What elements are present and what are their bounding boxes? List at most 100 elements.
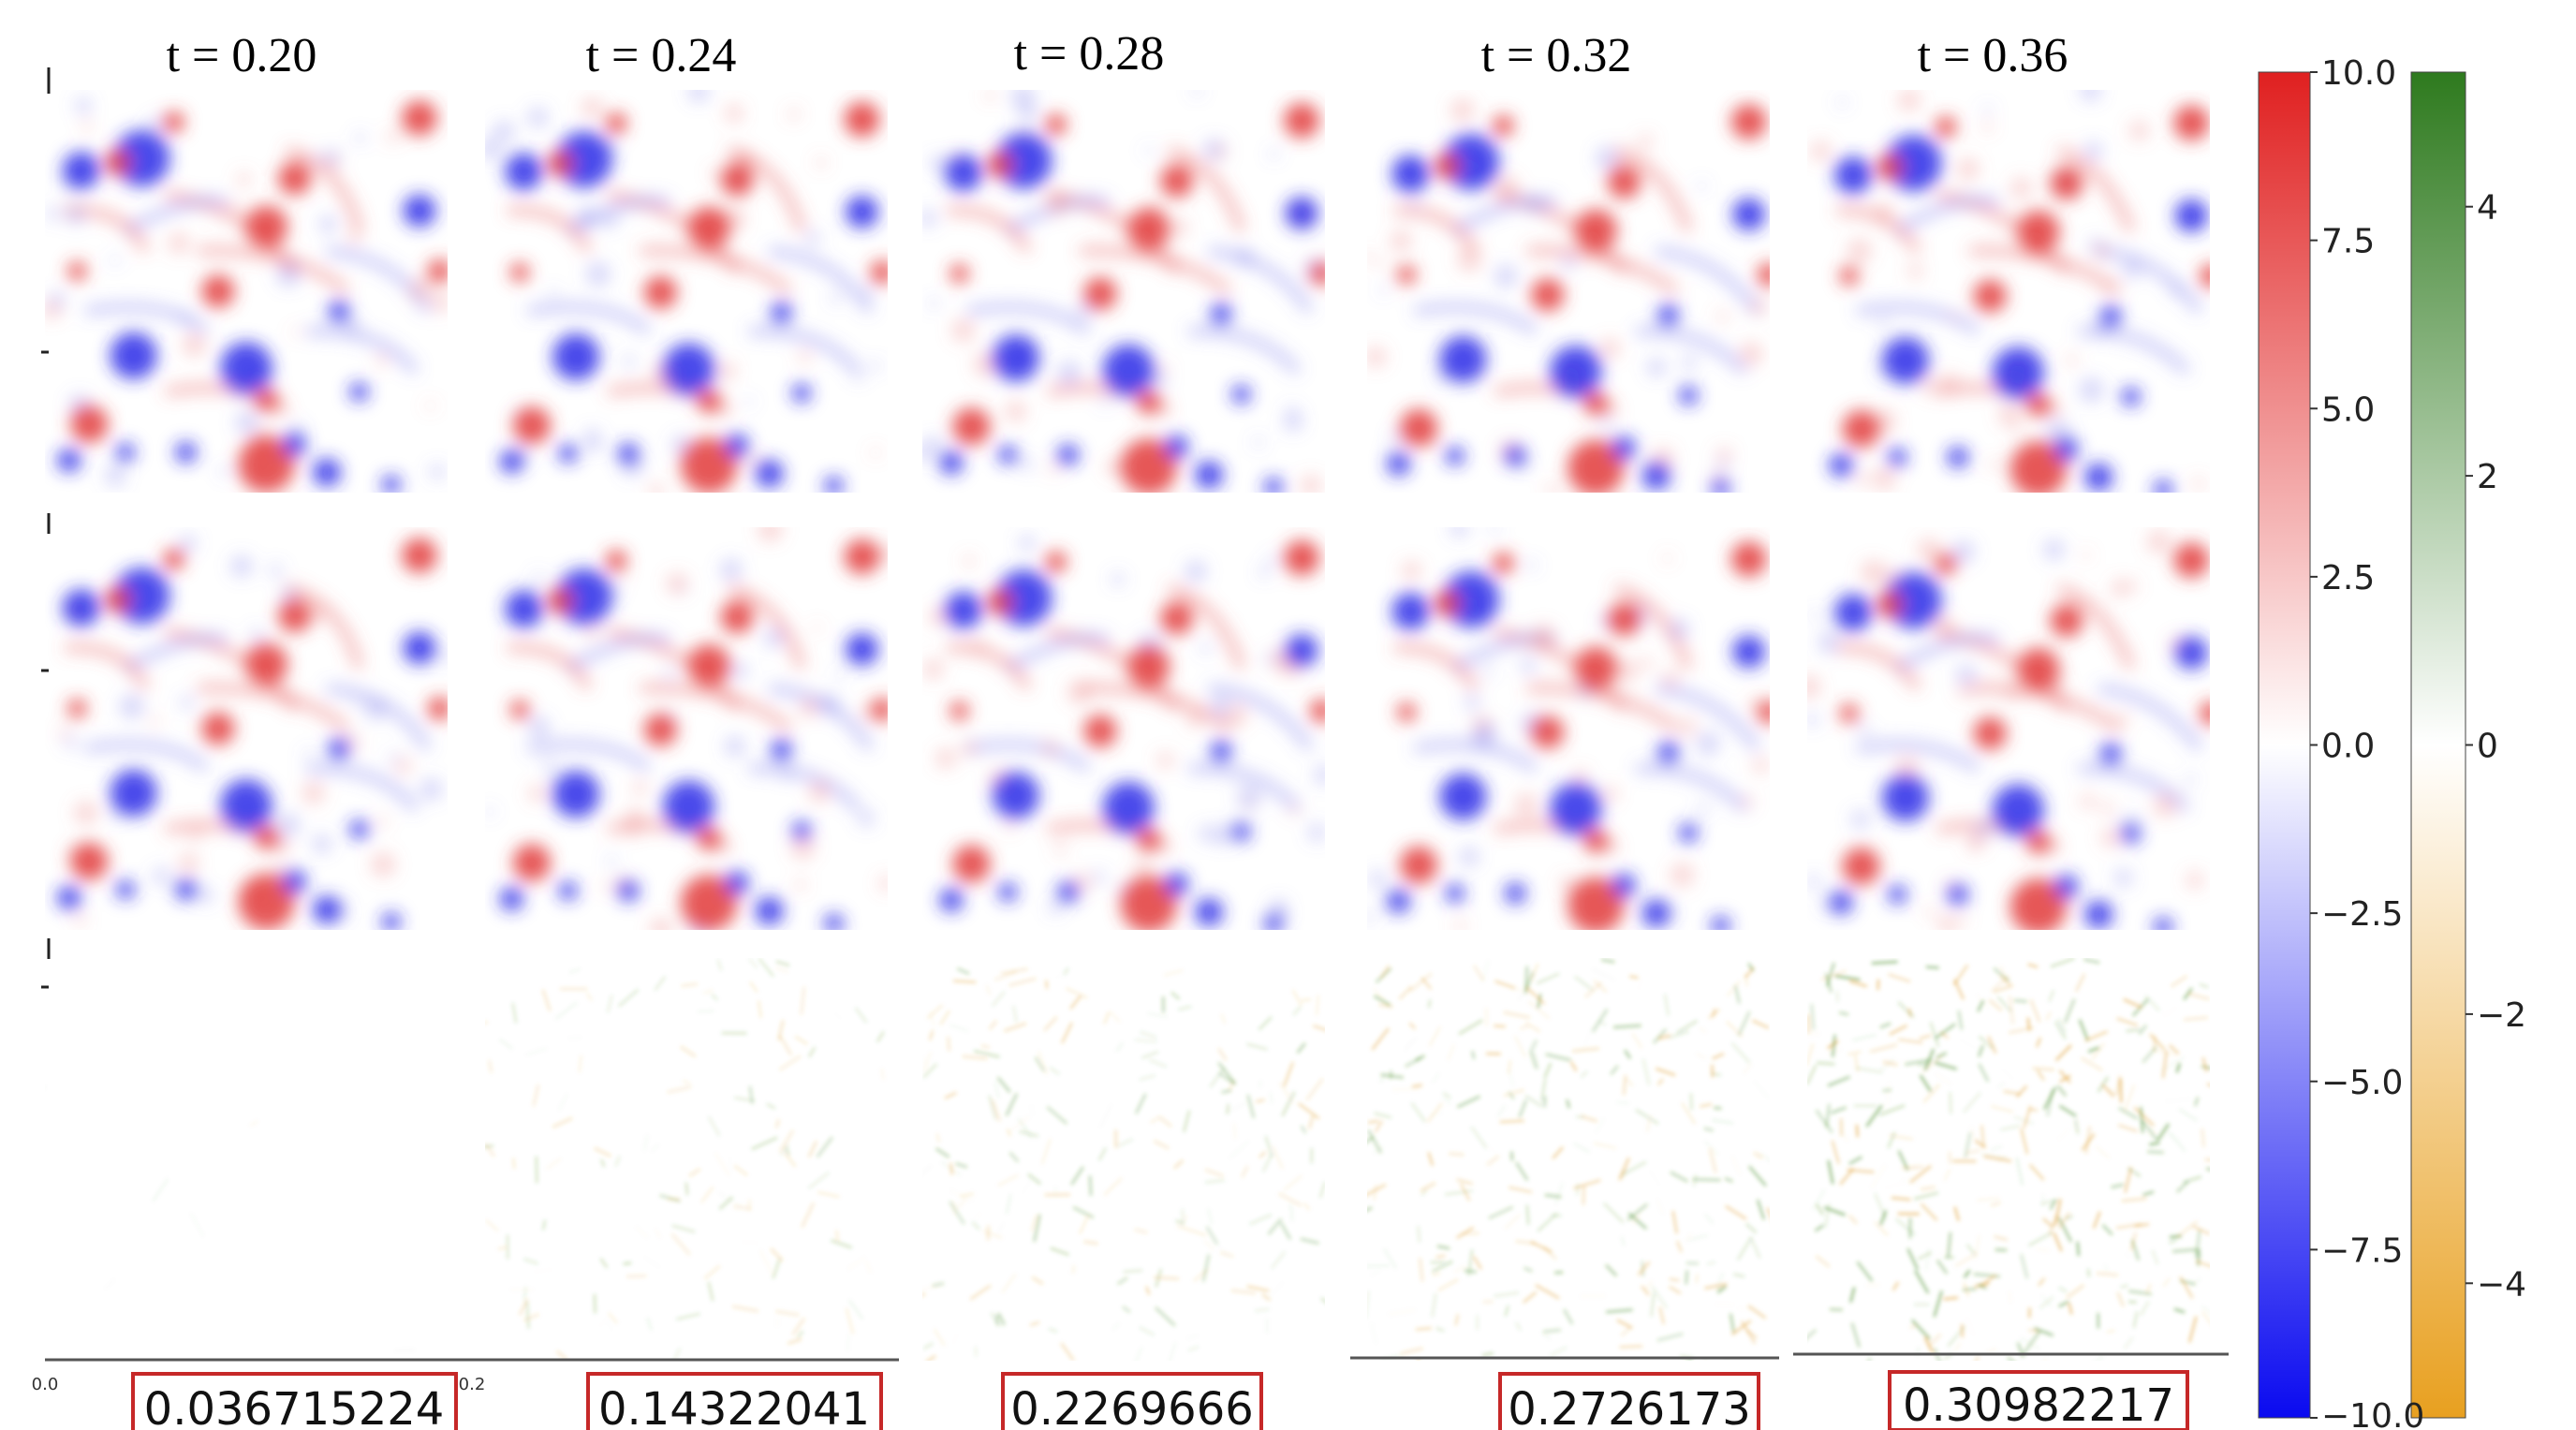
vorticity-blob <box>1483 667 1494 677</box>
error-streak <box>1513 1035 1527 1058</box>
vortex <box>2054 875 2079 899</box>
vortex <box>1391 592 1430 630</box>
error-streak <box>1925 966 1939 969</box>
vorticity-blob <box>1669 619 1690 640</box>
error-streak <box>864 1260 872 1274</box>
error-streak <box>1367 1119 1379 1125</box>
error-streak <box>1170 991 1181 1000</box>
vorticity-blob <box>1716 459 1729 472</box>
vorticity-blob <box>1697 803 1709 816</box>
error-streak <box>1300 1237 1319 1245</box>
error-streak <box>1454 1314 1460 1326</box>
vortex <box>2121 387 2141 406</box>
error-streak <box>1635 1109 1659 1125</box>
vortex <box>1120 876 1177 930</box>
vorticity-streak <box>1167 145 1246 233</box>
vortex <box>1231 385 1251 405</box>
error-streak <box>1043 1016 1058 1032</box>
error-streak <box>249 1120 259 1128</box>
error-streak <box>1920 1202 1938 1221</box>
error-streak <box>1445 1189 1473 1196</box>
vorticity-blob <box>1937 915 1957 930</box>
vorticity-blob <box>805 230 820 245</box>
error-streak <box>1063 967 1069 976</box>
vortex <box>2009 878 2067 930</box>
vorticity-streak <box>2056 145 2136 233</box>
error-streak <box>2038 1277 2046 1287</box>
error-streak <box>1456 1226 1475 1240</box>
error-streak <box>955 1162 968 1169</box>
vorticity-streak <box>65 642 151 691</box>
vorticity-blob <box>1045 191 1069 215</box>
vorticity-blob <box>745 397 754 406</box>
error-streak <box>485 1144 494 1148</box>
error-streak <box>1416 1359 1420 1361</box>
error-streak <box>1923 1048 1936 1071</box>
vorticity-blob <box>1847 239 1872 263</box>
vortex <box>1829 891 1853 915</box>
vorticity-blob <box>1153 373 1168 388</box>
vorticity-blob <box>2043 538 2065 560</box>
vorticity-blob <box>528 785 546 803</box>
vorticity-blob <box>1670 862 1694 887</box>
error-streak <box>585 992 594 1002</box>
error-streak <box>716 959 723 971</box>
error-streak <box>2152 1048 2177 1056</box>
vorticity-blob <box>963 555 976 568</box>
error-streak <box>2064 998 2076 1024</box>
error-streak <box>2116 1291 2125 1307</box>
error-streak <box>1748 1165 1767 1187</box>
error-streak <box>1441 1096 1452 1105</box>
vorticity-blob <box>1526 560 1537 570</box>
error-streak <box>1692 1178 1721 1182</box>
vortex <box>998 445 1018 464</box>
error-streak <box>2124 1167 2133 1193</box>
error-streak <box>1921 1186 1936 1191</box>
vortex <box>643 275 677 309</box>
vortex <box>870 698 888 722</box>
error-streak <box>1656 1078 1664 1086</box>
error-streak <box>1230 1289 1256 1295</box>
vorticity-blob <box>717 361 736 381</box>
vorticity-blob <box>1367 912 1375 923</box>
error-streak <box>1552 1146 1565 1159</box>
error-streak <box>758 958 775 978</box>
error-streak <box>2058 1286 2068 1293</box>
vortex <box>995 569 1052 627</box>
vorticity-blob <box>1697 182 1706 190</box>
vorticity-blob <box>1537 201 1548 213</box>
error-streak <box>2066 1284 2084 1299</box>
vorticity-field <box>57 535 448 930</box>
error-streak <box>1815 1203 1824 1216</box>
vortex <box>1730 104 1767 140</box>
error-streak <box>2183 987 2193 1001</box>
vorticity-field <box>923 535 1325 930</box>
error-streak <box>1966 1149 1980 1155</box>
vortex <box>220 779 272 832</box>
vorticity-streak <box>1526 683 1680 733</box>
error-streak <box>1373 1185 1377 1201</box>
vorticity-blob <box>81 121 93 132</box>
vorticity-blob <box>871 448 880 457</box>
error-streak <box>2169 1044 2180 1055</box>
error-streak <box>2201 1128 2205 1148</box>
error-streak <box>1372 987 1385 1002</box>
vorticity-blob <box>1269 149 1279 159</box>
vortex <box>605 112 627 134</box>
error-streak <box>1995 1248 2008 1252</box>
error-streak <box>1593 1142 1617 1150</box>
error-streak <box>1147 1011 1168 1019</box>
error-streak <box>1839 1168 1855 1186</box>
vorticity-blob <box>1859 724 1871 736</box>
error-streak <box>646 1317 653 1331</box>
error-streak <box>1296 1042 1306 1054</box>
error-streak <box>2059 1074 2071 1084</box>
vortex <box>1973 716 2007 750</box>
vortex <box>381 475 401 493</box>
error-streak <box>2040 1194 2045 1207</box>
error-streak <box>1006 1128 1012 1137</box>
vortex <box>283 432 307 456</box>
vortex <box>1881 774 1929 821</box>
vorticity-blob <box>346 319 361 334</box>
error-streak <box>775 1309 800 1317</box>
